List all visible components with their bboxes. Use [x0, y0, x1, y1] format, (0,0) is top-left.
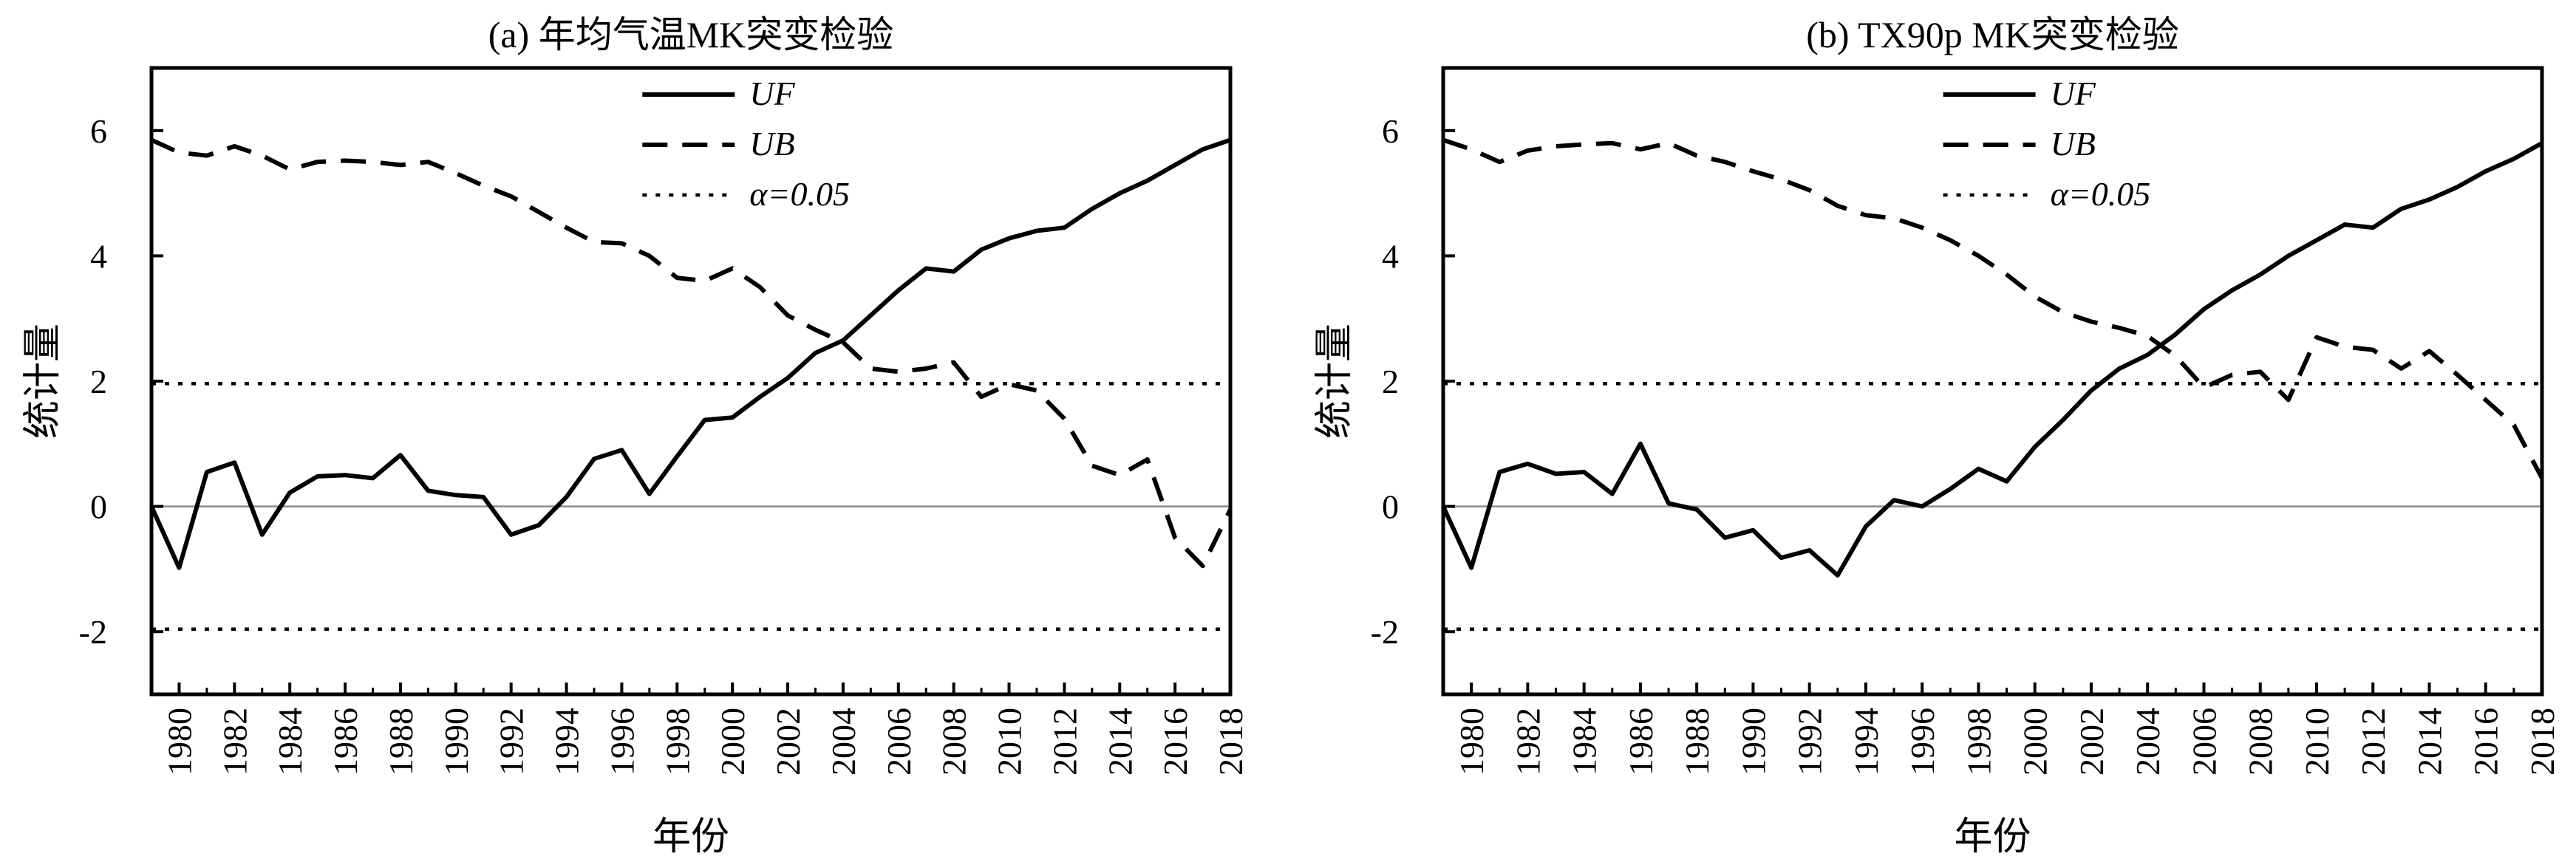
x-tick-label: 1984 [271, 708, 309, 776]
x-tick-label: 1992 [493, 708, 531, 776]
x-tick-label: 2014 [2410, 708, 2448, 776]
legend-entry-uf-label: UF [749, 75, 795, 112]
x-tick-label: 2018 [2524, 708, 2561, 776]
x-tick-label: 2002 [2073, 708, 2110, 776]
x-tick-label: 2012 [2354, 708, 2392, 776]
x-tick-label: 1980 [160, 708, 198, 776]
y-tick-label: 0 [90, 488, 107, 526]
x-tick-label: 1992 [1791, 708, 1829, 776]
chart-title: (a) 年均气温MK突变检验 [488, 14, 894, 55]
x-axis-label: 年份 [652, 816, 729, 858]
x-tick-label: 1994 [548, 708, 586, 776]
x-tick-label: 2014 [1101, 708, 1139, 776]
x-tick-label: 2002 [769, 708, 807, 776]
x-tick-label: 1982 [216, 708, 253, 776]
legend-entry-ub-label: UB [749, 125, 794, 163]
y-tick-label: 2 [1382, 363, 1399, 400]
x-axis-label: 年份 [1954, 816, 2031, 858]
x-tick-label: 1990 [437, 708, 475, 776]
y-axis-label: 统计量 [22, 324, 64, 439]
legend: UF UB α=0.05 [1943, 75, 2151, 213]
series-line-ub [150, 137, 1233, 569]
series-line-uf [149, 137, 1231, 570]
x-tick-label: 2000 [714, 708, 752, 776]
series-line-ub [1442, 137, 2544, 479]
plot-frame [1441, 66, 2544, 697]
x-tick-label: 2008 [936, 708, 973, 776]
x-tick-label: 2000 [2017, 708, 2054, 776]
x-tick-label: 1988 [382, 708, 420, 776]
x-tick-label: 1988 [1678, 708, 1716, 776]
x-tick-label: 1980 [1453, 708, 1490, 776]
y-tick-label: 0 [1382, 488, 1399, 526]
x-tick-label: 1998 [658, 708, 696, 776]
x-tick-label: 1986 [1622, 708, 1660, 776]
x-tick-label: 1996 [603, 708, 641, 776]
x-tick-label: 1996 [1904, 708, 1941, 776]
legend: UF UB α=0.05 [642, 75, 850, 213]
y-tick-label: 6 [1382, 112, 1399, 150]
chart-panel-a: (a) 年均气温MK突变检验 6 4 2 0 -2 1980 1982 1984 1986 1988… [22, 14, 1250, 858]
x-tick-label: 1994 [1847, 708, 1885, 776]
chart-title: (b) TX90p MK突变检验 [1806, 14, 2179, 55]
x-tick-label: 1986 [327, 708, 364, 776]
y-tick-label: 4 [1382, 237, 1399, 275]
x-tick-label: 2018 [1212, 708, 1250, 776]
legend-entry-uf-label: UF [2051, 75, 2096, 112]
y-tick-label: 6 [90, 112, 107, 150]
y-axis-label: 统计量 [1314, 324, 1356, 439]
x-tick-label: 2004 [825, 708, 862, 776]
legend-entry-ub-label: UB [2051, 125, 2096, 163]
x-tick-label: 2016 [1156, 708, 1194, 776]
x-tick-label: 1998 [1960, 708, 1997, 776]
x-tick-label: 2012 [1046, 708, 1083, 776]
y-tick-label: -2 [1371, 613, 1399, 651]
y-tick-label: 2 [90, 363, 107, 400]
y-tick-label: -2 [79, 613, 107, 651]
legend-entry-alpha-label: α=0.05 [749, 175, 850, 213]
legend-entry-alpha-label: α=0.05 [2051, 175, 2151, 213]
x-tick-label: 2016 [2467, 708, 2505, 776]
x-tick-label: 2010 [991, 708, 1029, 776]
x-tick-label: 2006 [2185, 708, 2223, 776]
x-tick-label: 2004 [2129, 708, 2167, 776]
y-tick-label: 4 [90, 237, 107, 275]
x-tick-label: 2006 [880, 708, 918, 776]
x-tick-label: 1990 [1734, 708, 1772, 776]
x-tick-label: 2008 [2242, 708, 2280, 776]
x-tick-label: 1982 [1509, 708, 1547, 776]
series-line-uf [1441, 141, 2543, 578]
chart-panel-b: (b) TX90p MK突变检验 6 4 2 0 -2 1980 1982 1984 1986 19… [1314, 14, 2561, 858]
x-tick-label: 2010 [2298, 708, 2336, 776]
x-tick-label: 1984 [1566, 708, 1604, 776]
